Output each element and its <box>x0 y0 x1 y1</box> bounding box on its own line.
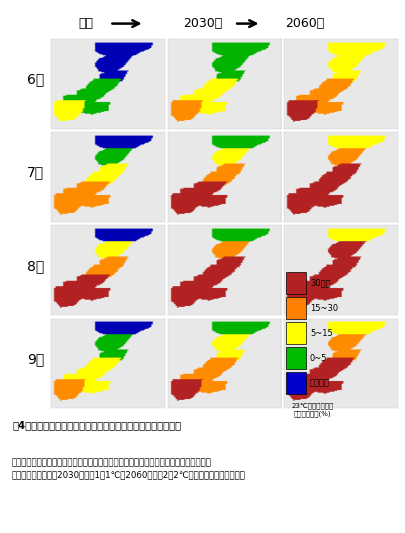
Text: 2060年: 2060年 <box>284 17 323 30</box>
Text: 0~5: 0~5 <box>309 353 327 362</box>
Bar <box>286 372 305 394</box>
Bar <box>286 347 305 369</box>
Text: 7月: 7月 <box>27 166 44 180</box>
Text: 2030年: 2030年 <box>183 17 222 30</box>
Text: 5~15: 5~15 <box>309 329 332 337</box>
Bar <box>286 272 305 294</box>
Text: （気温の予測は「気候温暖化メッシュデータ（日本）」に基づく。現在の年間平均気温
に対して全国平均で2030年は＋1．1℃、2060年は＋2．2℃上昇すると予測さ: （気温の予測は「気候温暖化メッシュデータ（日本）」に基づく。現在の年間平均気温 … <box>12 458 245 479</box>
Text: 6月: 6月 <box>27 72 44 86</box>
Text: 15~30: 15~30 <box>309 304 337 313</box>
Text: 現在: 現在 <box>79 17 93 30</box>
Bar <box>286 297 305 319</box>
Text: 8月: 8月 <box>27 259 44 273</box>
Text: 9月: 9月 <box>27 352 44 366</box>
Text: 23℃日増体量に対
する低下割合(%): 23℃日増体量に対 する低下割合(%) <box>291 402 333 417</box>
Text: 30以上: 30以上 <box>309 279 330 288</box>
Bar <box>286 322 305 344</box>
Text: 図4　地球温暖化が肥育豚の日増体量に及ぼす影響の将来予測: 図4 地球温暖化が肥育豚の日増体量に及ぼす影響の将来予測 <box>12 420 181 430</box>
Text: 変化なし: 変化なし <box>309 378 329 387</box>
